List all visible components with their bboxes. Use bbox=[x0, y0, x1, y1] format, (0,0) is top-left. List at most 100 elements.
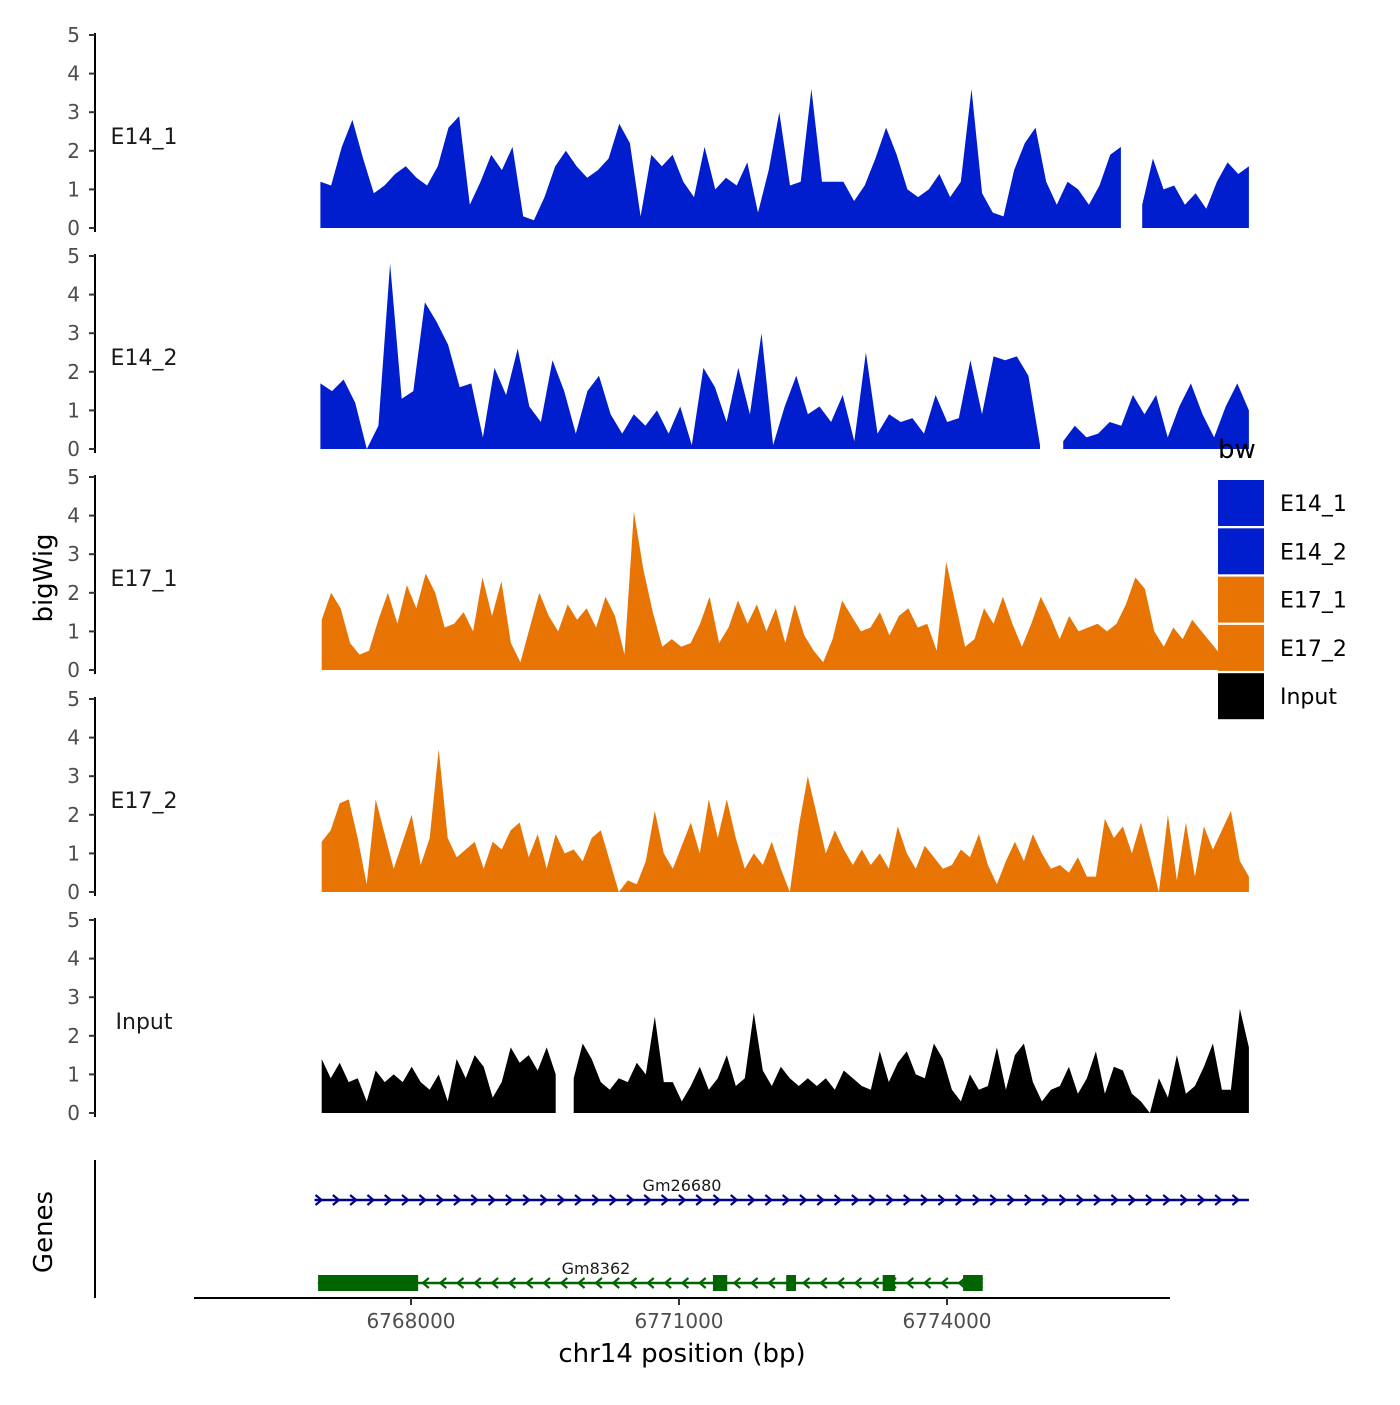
legend-swatch bbox=[1218, 576, 1264, 623]
y-tick-label: 2 bbox=[67, 803, 80, 827]
legend-label: E17_1 bbox=[1280, 589, 1347, 614]
y-tick-label: 1 bbox=[67, 619, 80, 643]
strand-arrow bbox=[989, 1194, 998, 1206]
x-tick-label: 6768000 bbox=[366, 1309, 455, 1333]
strand-arrow bbox=[799, 1194, 808, 1206]
track-E14_2: 0 1 2 3 4 5 E14_2 bbox=[67, 244, 1249, 461]
y-tick-label: 3 bbox=[67, 985, 80, 1009]
strand-arrow bbox=[801, 1277, 811, 1289]
strand-arrow bbox=[972, 1194, 981, 1206]
strand-arrow bbox=[1145, 1194, 1154, 1206]
strand-arrow bbox=[663, 1277, 672, 1289]
strand-arrow bbox=[646, 1277, 655, 1289]
y-tick-label: 5 bbox=[67, 244, 80, 268]
legend-title: bw bbox=[1218, 435, 1256, 465]
strand-arrow bbox=[922, 1277, 932, 1289]
strand-arrow bbox=[366, 1194, 376, 1206]
strand-arrow bbox=[920, 1194, 929, 1206]
strand-arrow bbox=[539, 1194, 549, 1206]
strand-arrow bbox=[542, 1277, 551, 1289]
strand-arrow bbox=[1179, 1194, 1189, 1206]
coverage-area-E17_1 bbox=[321, 511, 1249, 670]
strand-arrow bbox=[1006, 1194, 1016, 1206]
strand-arrow bbox=[697, 1277, 707, 1289]
strand-arrow bbox=[557, 1194, 566, 1206]
genes-panel-title: Genes bbox=[29, 1191, 59, 1273]
track-label: E14_2 bbox=[111, 346, 178, 371]
strand-arrow bbox=[594, 1277, 603, 1289]
strand-arrow bbox=[1197, 1194, 1206, 1206]
x-axis: 6768000 6771000 6774000 bbox=[194, 1297, 1170, 1333]
strand-arrow bbox=[576, 1277, 586, 1289]
strand-arrow bbox=[868, 1194, 877, 1206]
tracks-layer: 0 1 2 3 4 5 E14_1 0 1 2 3 4 5 E14_2 0 1 2 3 4 5 E17_1 0 1 2 3 4 5 E… bbox=[67, 23, 1249, 1125]
gene-label: Gm26680 bbox=[643, 1176, 722, 1195]
exon bbox=[712, 1275, 728, 1291]
coverage-area-E14_1 bbox=[320, 89, 1249, 228]
coverage-area-E14_2 bbox=[320, 263, 1249, 449]
strand-arrow bbox=[574, 1194, 583, 1206]
strand-arrow bbox=[401, 1194, 410, 1206]
strand-arrow bbox=[626, 1194, 635, 1206]
y-tick-label: 0 bbox=[67, 658, 80, 682]
track-E17_1: 0 1 2 3 4 5 E17_1 bbox=[67, 465, 1249, 682]
strand-arrow bbox=[455, 1277, 465, 1289]
strand-arrow bbox=[730, 1194, 739, 1206]
strand-arrow bbox=[680, 1277, 690, 1289]
strand-arrow bbox=[1127, 1194, 1137, 1206]
legend-swatch bbox=[1218, 673, 1264, 720]
strand-arrow bbox=[1076, 1194, 1085, 1206]
strand-arrow bbox=[643, 1194, 652, 1206]
exon bbox=[882, 1275, 896, 1291]
legend-label: E14_1 bbox=[1280, 492, 1347, 517]
y-tick-label: 2 bbox=[67, 1024, 80, 1048]
strand-arrow bbox=[781, 1194, 791, 1206]
strand-arrow bbox=[851, 1194, 860, 1206]
strand-arrow bbox=[903, 1194, 912, 1206]
y-tick-label: 0 bbox=[67, 880, 80, 904]
strand-arrow bbox=[1110, 1194, 1120, 1206]
strand-arrow bbox=[954, 1194, 964, 1206]
x-tick-label: 6774000 bbox=[902, 1309, 991, 1333]
y-tick-label: 3 bbox=[67, 321, 80, 345]
y-tick-label: 0 bbox=[67, 1101, 80, 1125]
strand-arrow bbox=[1024, 1194, 1033, 1206]
strand-arrow bbox=[1058, 1194, 1068, 1206]
strand-arrow bbox=[712, 1194, 722, 1206]
strand-arrow bbox=[660, 1194, 670, 1206]
y-tick-label: 2 bbox=[67, 360, 80, 384]
track-E14_1: 0 1 2 3 4 5 E14_1 bbox=[67, 23, 1249, 240]
strand-arrow bbox=[490, 1277, 499, 1289]
strand-arrow bbox=[767, 1277, 776, 1289]
track-label: Input bbox=[116, 1010, 173, 1035]
track-E17_2: 0 1 2 3 4 5 E17_2 bbox=[67, 687, 1249, 904]
strand-arrow bbox=[453, 1194, 462, 1206]
y-tick-label: 3 bbox=[67, 764, 80, 788]
strand-arrow bbox=[905, 1277, 914, 1289]
legend: bw E14_1 E14_2 E17_1 E17_2 Input bbox=[1218, 435, 1347, 720]
y-tick-label: 0 bbox=[67, 216, 80, 240]
y-tick-label: 5 bbox=[67, 23, 80, 47]
strand-arrow bbox=[349, 1194, 358, 1206]
x-tick-label: 6771000 bbox=[634, 1309, 723, 1333]
track-Input: 0 1 2 3 4 5 Input bbox=[67, 908, 1249, 1125]
strand-arrow bbox=[522, 1194, 531, 1206]
strand-arrow bbox=[608, 1194, 618, 1206]
strand-arrow bbox=[1041, 1194, 1050, 1206]
exon bbox=[963, 1275, 983, 1291]
strand-arrow bbox=[1162, 1194, 1171, 1206]
y-tick-label: 1 bbox=[67, 841, 80, 865]
strand-arrow bbox=[332, 1194, 341, 1206]
strand-arrow bbox=[473, 1277, 482, 1289]
strand-arrow bbox=[836, 1277, 845, 1289]
y-tick-label: 4 bbox=[67, 947, 80, 971]
strand-arrow bbox=[749, 1277, 759, 1289]
coverage-area-Input bbox=[321, 1008, 1249, 1113]
y-tick-label: 1 bbox=[67, 1062, 80, 1086]
y-tick-label: 4 bbox=[67, 62, 80, 86]
strand-arrow bbox=[591, 1194, 601, 1206]
strand-arrow bbox=[1214, 1194, 1223, 1206]
strand-arrow bbox=[505, 1194, 514, 1206]
strand-arrow bbox=[611, 1277, 620, 1289]
